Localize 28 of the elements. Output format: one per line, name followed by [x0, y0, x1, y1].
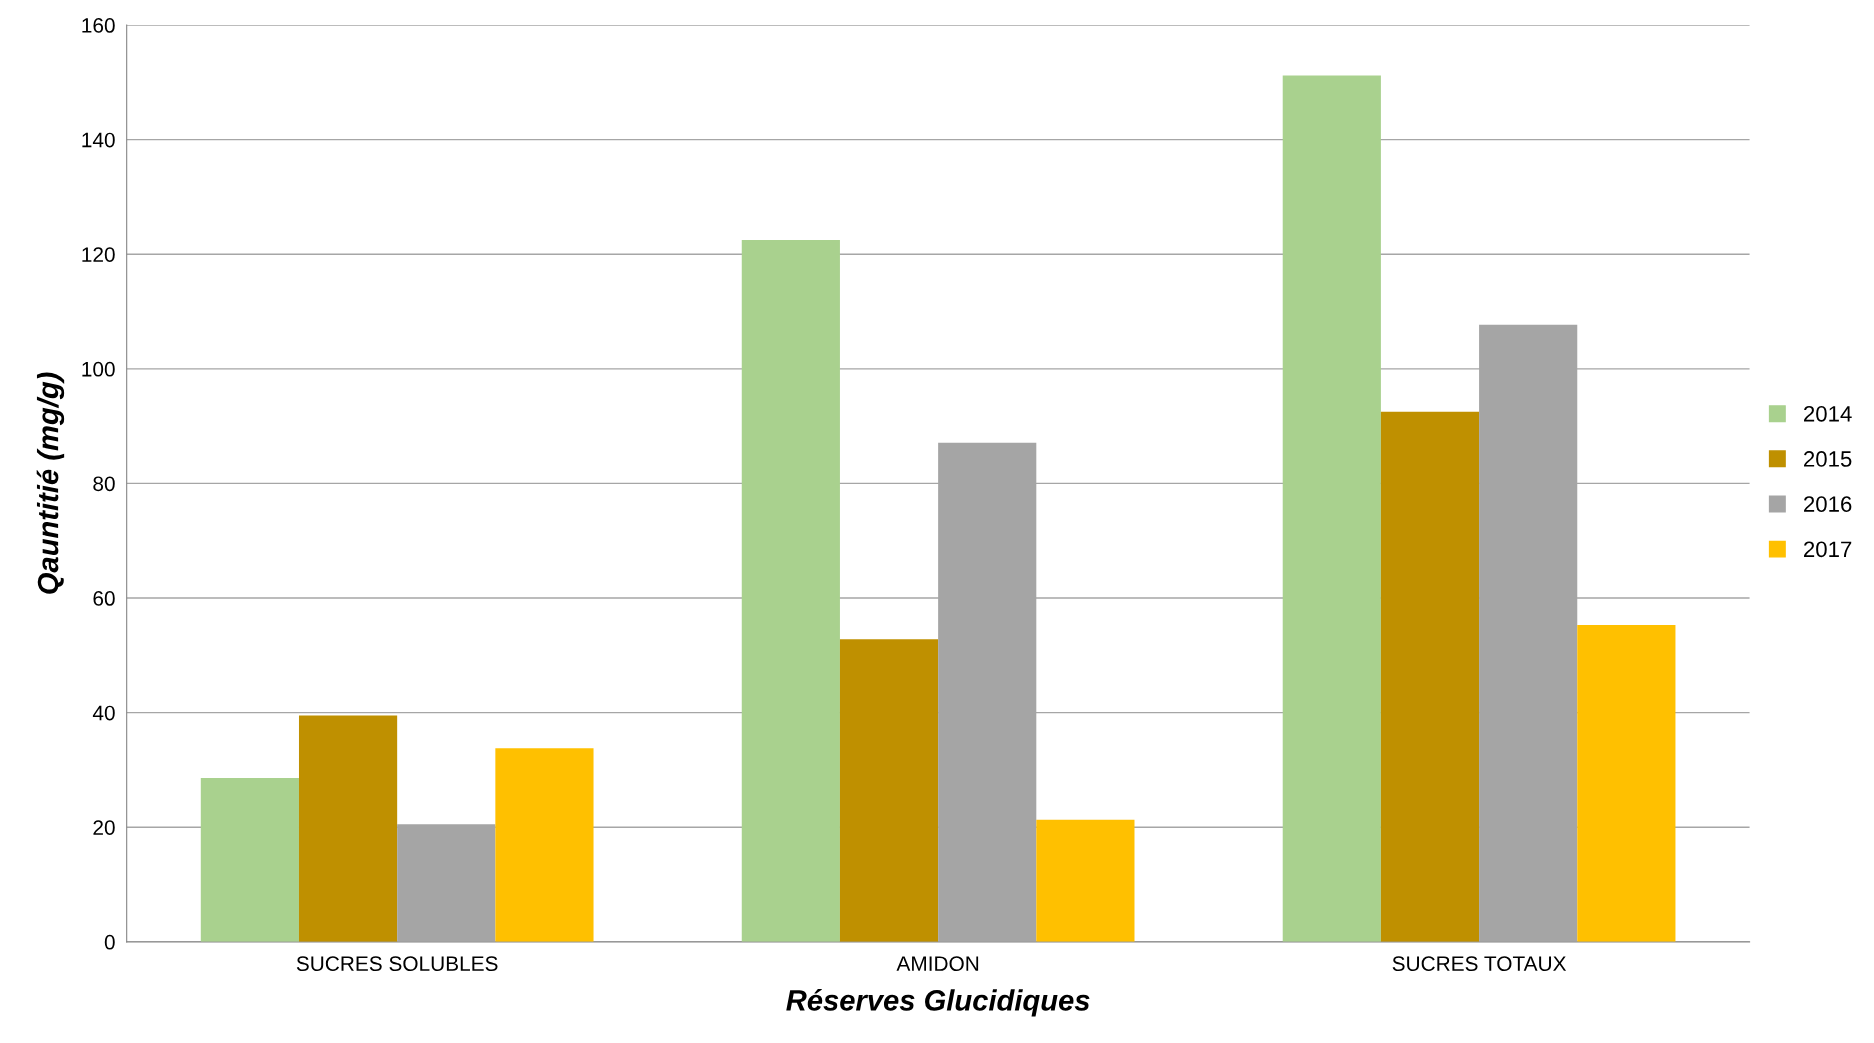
- legend-label: 2016: [1804, 496, 1852, 512]
- y-tick-label: 120: [82, 247, 115, 262]
- y-tick-label: 60: [93, 591, 115, 606]
- bar: [495, 748, 594, 942]
- bar: [397, 824, 496, 942]
- y-tick-label: 20: [93, 820, 115, 835]
- y-tick-label: 80: [93, 476, 115, 492]
- x-tick-label: AMIDON: [896, 956, 979, 972]
- y-axis-title: Qauntitié (mg/g): [36, 372, 65, 594]
- bar: [1380, 411, 1480, 942]
- bar: [1282, 75, 1381, 942]
- y-tick-label: 40: [92, 705, 115, 721]
- bar: [741, 239, 840, 942]
- y-tick-label: 140: [82, 132, 115, 148]
- legend-label: 2014: [1804, 405, 1852, 422]
- y-tick-label: 160: [82, 18, 115, 33]
- bar: [200, 777, 299, 942]
- x-axis-title: Réserves Glucidiques: [786, 989, 1090, 1017]
- bar: [298, 715, 398, 942]
- bar: [1036, 819, 1135, 942]
- x-tick-label: SUCRES TOTAUX: [1392, 956, 1567, 972]
- y-tick-label: 0: [104, 934, 115, 950]
- x-tick-label: SUCRES SOLUBLES: [296, 956, 498, 972]
- legend-label: 2017: [1804, 541, 1852, 558]
- bar: [839, 639, 939, 942]
- y-tick-label: 100: [82, 361, 115, 377]
- legend-label: 2015: [1804, 451, 1852, 467]
- bar: [1577, 624, 1676, 942]
